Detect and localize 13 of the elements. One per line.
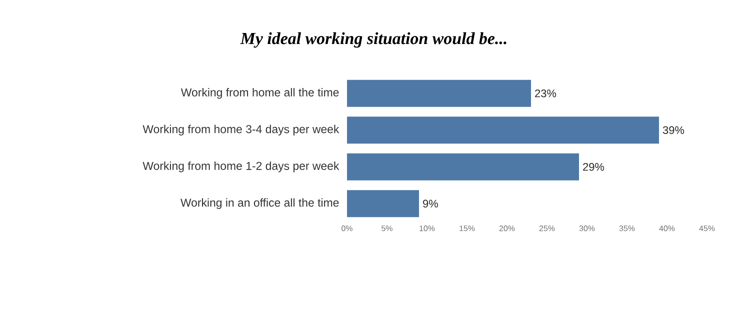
bar — [347, 190, 420, 218]
bar — [347, 153, 580, 180]
data-label: 9% — [423, 200, 438, 208]
data-label: 39% — [662, 126, 684, 134]
data-label: 29% — [583, 163, 604, 171]
data-label: 23% — [535, 90, 556, 98]
y-tick-label: Working from home 1-2 days per week — [142, 162, 340, 172]
y-tick-label: Working from home 3-4 days per week — [142, 124, 340, 136]
y-tick-label: Working from home all the time — [180, 88, 339, 99]
chart-title: My ideal working situation would be... — [240, 32, 506, 48]
bar — [347, 80, 532, 107]
bar — [347, 116, 660, 144]
y-tick-label: Working in an office all the time — [180, 198, 339, 209]
